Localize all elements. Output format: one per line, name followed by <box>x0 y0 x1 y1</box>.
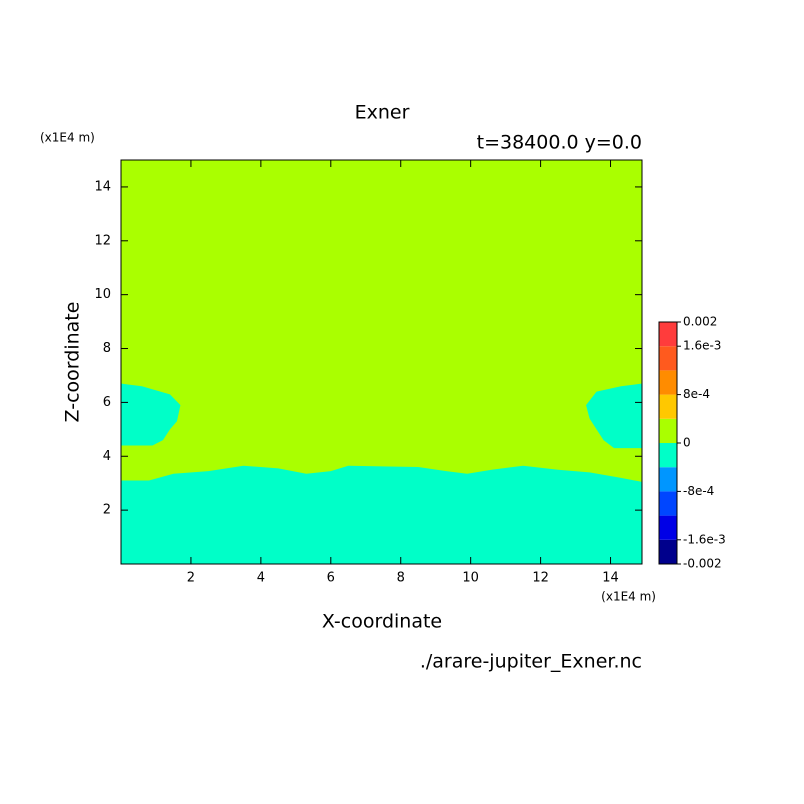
chart-subtitle: t=38400.0 y=0.0 <box>477 132 642 154</box>
colorbar-box <box>659 370 677 395</box>
contour-region <box>586 383 642 449</box>
colorbar-box <box>659 394 677 419</box>
colorbar-box <box>659 346 677 371</box>
colorbar-box <box>659 418 677 443</box>
x-tick-label: 8 <box>397 571 405 586</box>
colorbar-tick-label: 0 <box>683 436 691 450</box>
y-tick-label: 14 <box>94 179 111 194</box>
y-tick-label: 12 <box>94 233 111 248</box>
y-tick-label: 4 <box>103 449 111 464</box>
y-tick-label: 8 <box>103 341 111 356</box>
y-tick-label: 10 <box>94 287 111 302</box>
y-unit: (x1E4 m) <box>40 131 95 145</box>
x-unit: (x1E4 m) <box>601 590 656 604</box>
colorbar-tick-label: -8e-4 <box>683 484 714 498</box>
x-tick-label: 10 <box>462 571 479 586</box>
contour-region <box>121 383 181 446</box>
plot-frame <box>120 159 643 565</box>
footer: ./arare-jupiter_Exner.nc <box>420 651 642 673</box>
colorbar-tick-label: -0.002 <box>683 557 722 571</box>
contour-region <box>121 465 642 564</box>
colorbar-tick-label: -1.6e-3 <box>683 532 726 546</box>
y-tick-label: 6 <box>103 395 111 410</box>
colorbar-tick-label: 1.6e-3 <box>683 339 721 353</box>
x-axis-label: X-coordinate <box>322 611 442 633</box>
colorbar-box <box>659 443 677 468</box>
x-tick-label: 2 <box>187 571 195 586</box>
colorbar-tick-label: 8e-4 <box>683 387 710 401</box>
x-tick-label: 14 <box>602 571 619 586</box>
y-axis-label: Z-coordinate <box>62 302 84 423</box>
colorbar-box <box>659 322 677 347</box>
x-tick-label: 6 <box>327 571 335 586</box>
colorbar-box <box>659 467 677 492</box>
x-tick-label: 12 <box>532 571 549 586</box>
y-tick-label: 2 <box>103 503 111 518</box>
colorbar-box <box>659 491 677 516</box>
colorbar-box <box>659 539 677 564</box>
chart-title: Exner <box>355 102 410 124</box>
x-tick-label: 4 <box>257 571 265 586</box>
colorbar-tick-label: 0.002 <box>683 315 717 329</box>
colorbar-box <box>659 515 677 540</box>
